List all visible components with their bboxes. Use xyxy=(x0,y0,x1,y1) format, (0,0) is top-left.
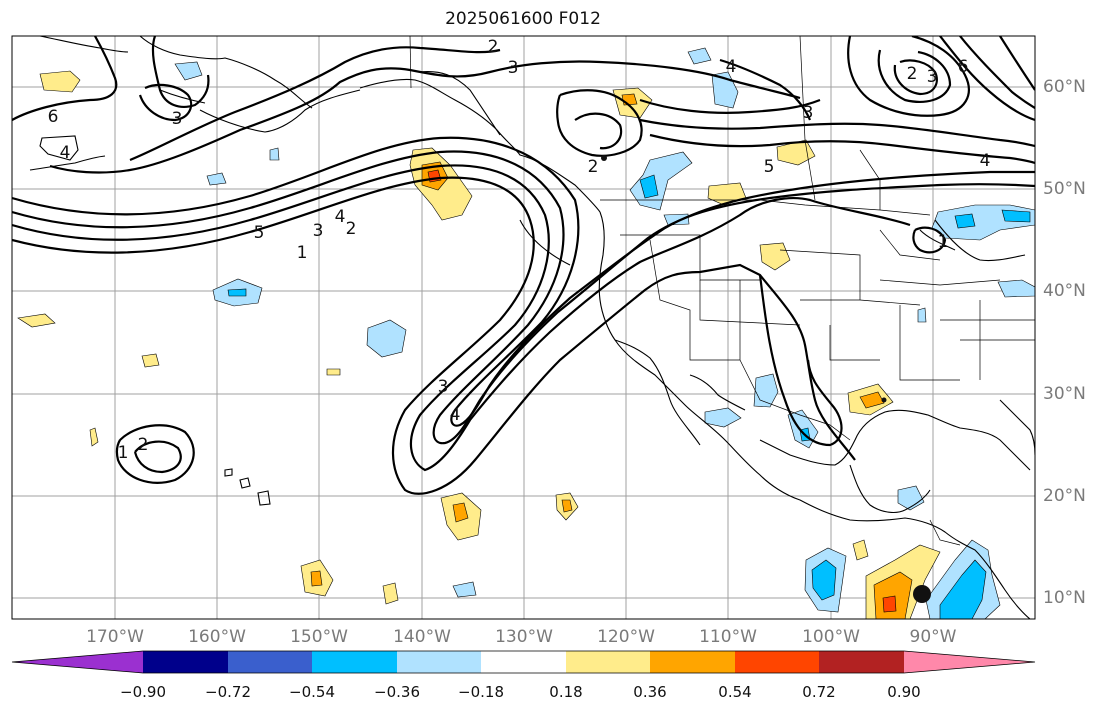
contour-label: 6 xyxy=(48,107,59,127)
lat-label: 10°N xyxy=(1043,588,1086,608)
shade-orange xyxy=(859,391,885,409)
contour-label: 5 xyxy=(254,223,265,243)
shade-blue xyxy=(811,559,837,601)
lon-label: 130°W xyxy=(495,627,553,647)
shade-yellow xyxy=(17,313,56,328)
lon-label: 170°W xyxy=(86,627,144,647)
shade-orange xyxy=(882,595,897,613)
colorbar-tick: −0.18 xyxy=(458,683,504,701)
colorbar-tick: 0.36 xyxy=(633,683,667,701)
contour-label: 1 xyxy=(938,232,949,252)
colorbar-tick: 0.18 xyxy=(549,683,583,701)
contour-label: 2 xyxy=(488,37,499,57)
shade-yellow xyxy=(759,242,791,271)
contour-lines xyxy=(12,36,1035,495)
shade-lightblue xyxy=(687,47,712,65)
shade-yellow xyxy=(382,582,399,605)
shade-orange xyxy=(621,93,638,106)
colorbar-tick: −0.54 xyxy=(289,683,335,701)
shade-blue xyxy=(227,288,247,297)
colorbar-tick: −0.90 xyxy=(120,683,166,701)
shade-lightblue xyxy=(917,307,927,323)
lon-label: 120°W xyxy=(597,627,655,647)
shade-yellow xyxy=(39,70,81,93)
location-marker xyxy=(913,585,931,603)
contour-label: 4 xyxy=(726,57,737,77)
lat-label: 50°N xyxy=(1043,179,1086,199)
location-marker xyxy=(881,397,887,403)
colorbar-tick: −0.36 xyxy=(374,683,420,701)
lat-label: 30°N xyxy=(1043,384,1086,404)
colorbar-tick: −0.72 xyxy=(205,683,251,701)
map-title: 2025061600 F012 xyxy=(445,9,601,29)
contour-label: 4 xyxy=(450,405,461,425)
contour-label: 4 xyxy=(980,151,991,171)
shade-lightblue xyxy=(366,319,407,358)
shade-blue xyxy=(1001,209,1031,223)
shade-blue xyxy=(939,559,987,619)
shade-yellow xyxy=(141,353,160,368)
contour-label: 1 xyxy=(297,243,308,263)
contour-label: 3 xyxy=(172,109,183,129)
shade-lightblue xyxy=(753,373,779,408)
location-marker xyxy=(601,155,607,161)
contour-label: 4 xyxy=(60,143,71,163)
shade-yellow xyxy=(89,427,99,447)
contour-label: 2 xyxy=(907,64,918,84)
shade-yellow xyxy=(852,539,869,561)
colorbar-tick: 0.54 xyxy=(718,683,752,701)
contour-label: 3 xyxy=(438,377,449,397)
contour-label: 1 xyxy=(118,443,129,463)
contour-labels: 2 3 6 3 4 1 2 3 5 4 6 2 3 4 3 5 4 2 3 4 … xyxy=(48,37,991,463)
shade-lightblue xyxy=(269,147,280,161)
contour-label: 4 xyxy=(335,207,346,227)
lon-label: 150°W xyxy=(290,627,348,647)
shade-lightblue xyxy=(452,581,477,598)
colorbar-tick: 0.72 xyxy=(802,683,836,701)
contour-label: 3 xyxy=(803,103,814,123)
shade-yellow xyxy=(326,368,341,376)
lon-label: 110°W xyxy=(699,627,757,647)
contour-label: 3 xyxy=(313,221,324,241)
shade-orange xyxy=(452,502,469,523)
map-frame xyxy=(11,35,1036,620)
contour-label: 2 xyxy=(138,435,149,455)
contour-label: 3 xyxy=(508,58,519,78)
shade-blue xyxy=(639,174,659,199)
lat-label: 40°N xyxy=(1043,281,1086,301)
contour-label: 6 xyxy=(958,57,969,77)
shade-lightblue xyxy=(663,213,690,226)
contour-label: 2 xyxy=(588,157,599,177)
shade-lightblue xyxy=(206,172,227,186)
political-borders xyxy=(409,36,1035,546)
contour-label: 5 xyxy=(764,157,775,177)
shade-blue xyxy=(954,213,976,229)
shade-orange xyxy=(561,499,573,513)
lat-label: 60°N xyxy=(1043,77,1086,97)
contour-label: 3 xyxy=(927,67,938,87)
lon-label: 90°W xyxy=(909,627,957,647)
contour-label: 2 xyxy=(346,219,357,239)
colorbar-tick: 0.90 xyxy=(887,683,921,701)
lon-label: 160°W xyxy=(188,627,246,647)
shade-lightblue xyxy=(897,485,925,511)
lon-label: 140°W xyxy=(393,627,451,647)
lat-label: 20°N xyxy=(1043,486,1086,506)
shade-lightblue xyxy=(174,61,203,81)
shade-lightblue xyxy=(704,407,742,428)
coastlines xyxy=(29,36,1035,619)
lon-label: 100°W xyxy=(802,627,860,647)
shaded-anomalies xyxy=(17,47,1035,619)
shade-lightblue xyxy=(997,279,1035,298)
shade-orange xyxy=(310,570,323,587)
